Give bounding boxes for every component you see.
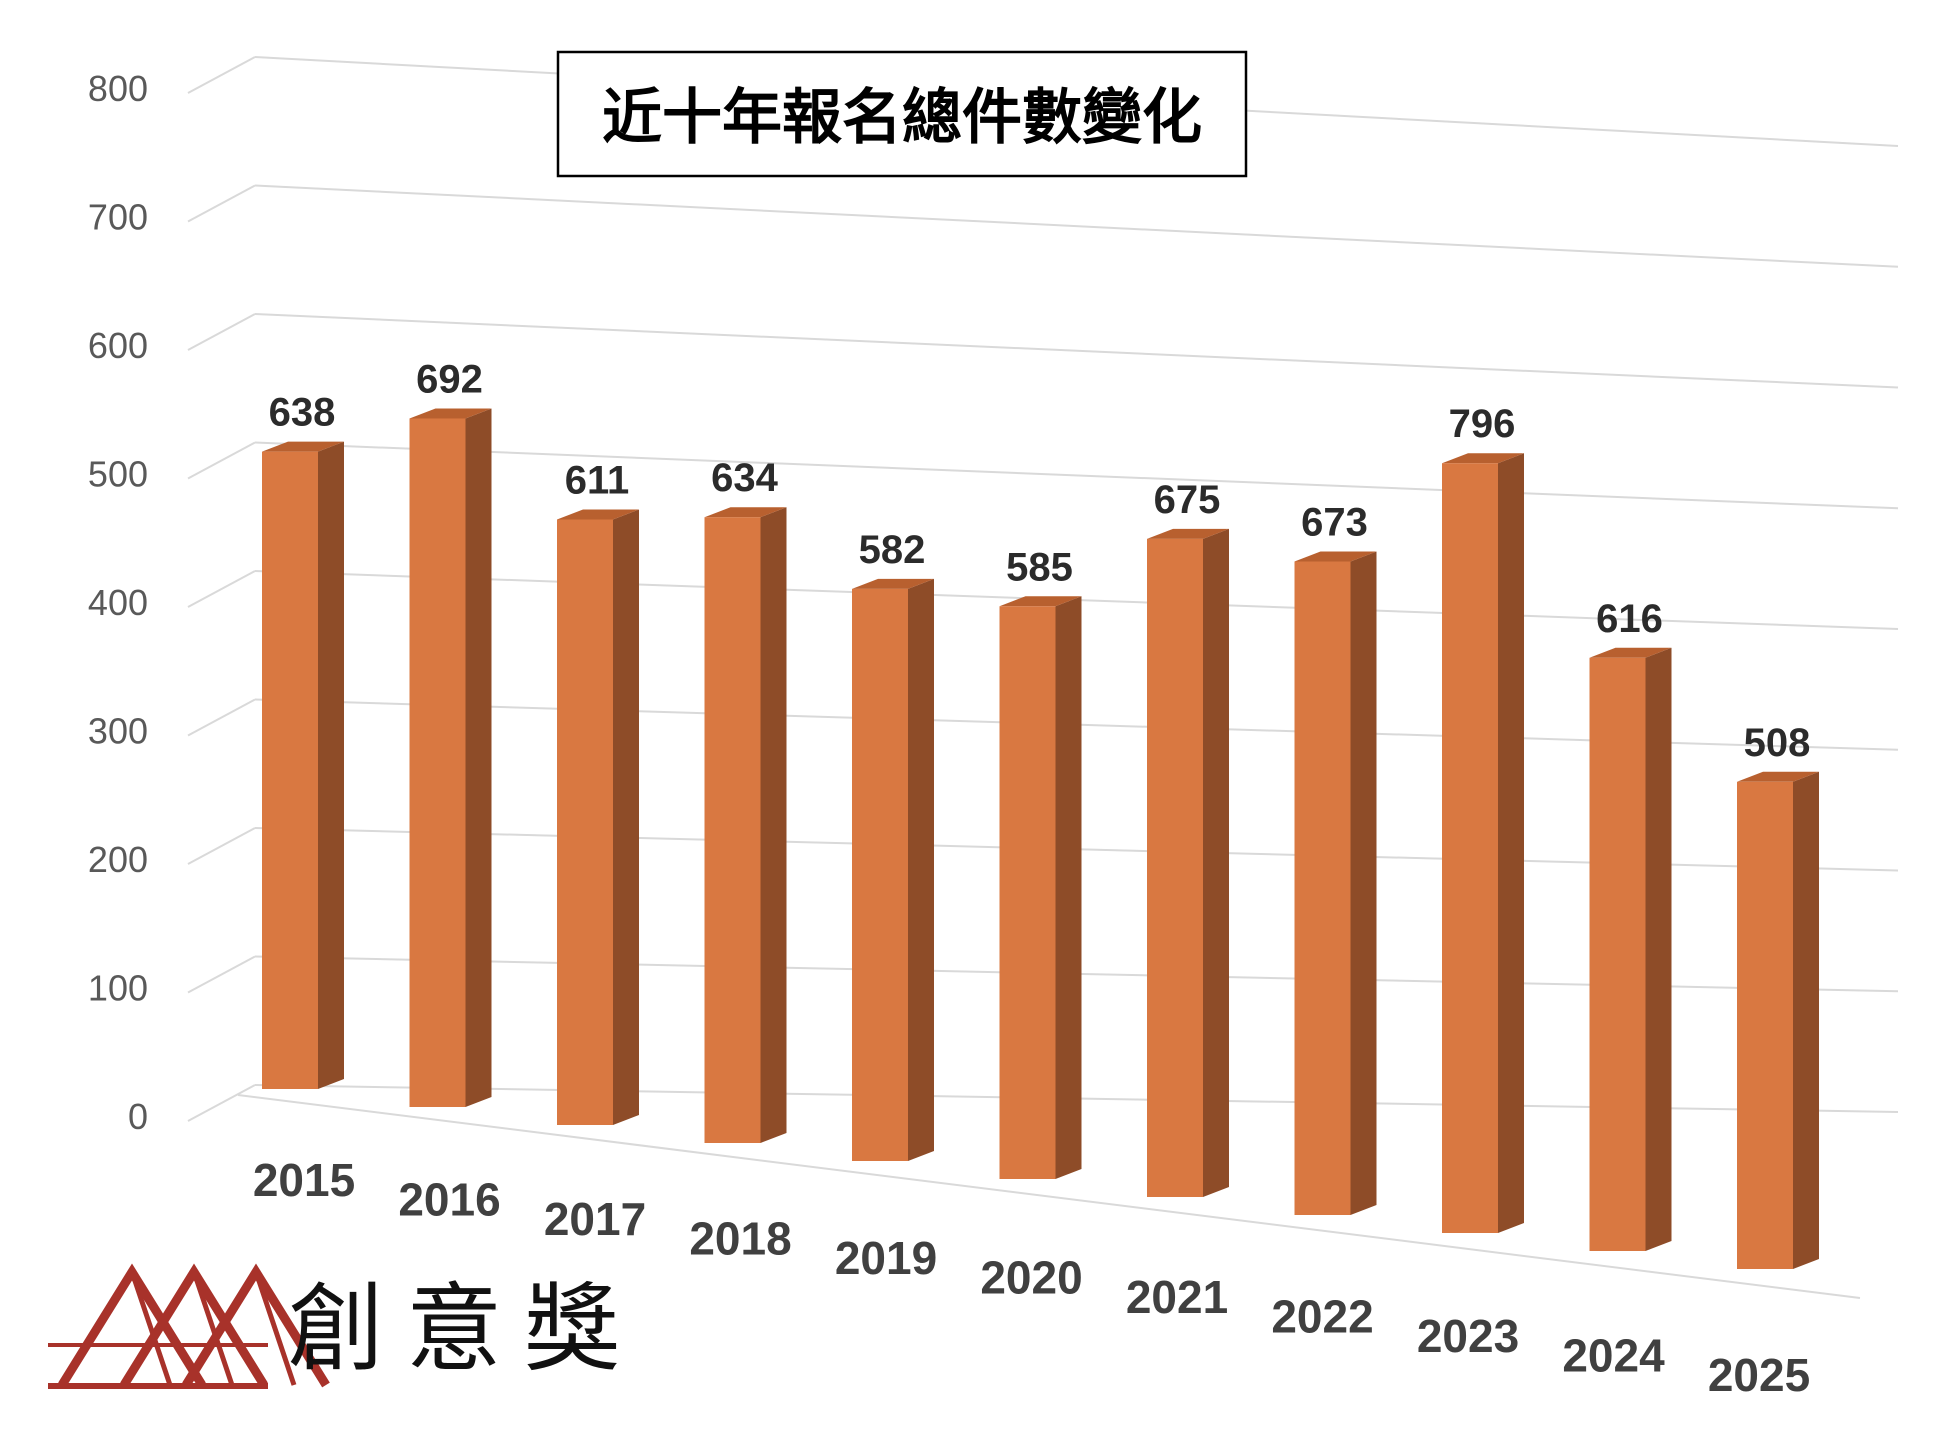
gridline	[254, 184, 1899, 268]
data-label: 508	[1744, 721, 1811, 765]
bar-top	[262, 441, 344, 452]
gridline	[254, 441, 1899, 510]
x-tick-label: 2024	[1562, 1330, 1665, 1382]
y-tick-label: 100	[88, 968, 148, 1009]
bar	[1442, 463, 1498, 1233]
bar	[852, 588, 908, 1161]
x-tick-label: 2019	[835, 1232, 937, 1284]
gridline-depth	[187, 698, 256, 737]
chart-title-box: 近十年報名總件數變化	[556, 50, 1248, 178]
y-tick-label: 400	[88, 582, 148, 623]
bars	[262, 408, 1819, 1269]
x-tick-label: 2015	[253, 1154, 355, 1206]
data-label: 638	[269, 391, 336, 435]
x-tick-label: 2023	[1417, 1310, 1519, 1362]
y-tick-label: 200	[88, 839, 148, 880]
bar-top	[999, 596, 1082, 607]
logo-a-stroke	[191, 1271, 235, 1386]
gridline-depth	[187, 313, 256, 351]
bar	[1589, 657, 1646, 1251]
chart-title: 近十年報名總件數變化	[602, 83, 1202, 153]
data-label: 692	[416, 357, 483, 401]
bar-top	[1737, 771, 1819, 782]
data-label: 675	[1154, 478, 1221, 522]
x-tick-label: 2022	[1271, 1291, 1373, 1343]
x-tick-label: 2016	[398, 1174, 500, 1226]
bar-side	[1350, 551, 1377, 1215]
bar	[409, 418, 466, 1107]
bar	[999, 606, 1056, 1179]
data-label: 582	[859, 528, 926, 572]
data-label: 634	[711, 456, 778, 500]
bar	[1737, 781, 1793, 1269]
bar-side	[318, 441, 344, 1089]
logo-a-stroke	[253, 1271, 297, 1386]
x-tick-label: 2025	[1708, 1349, 1810, 1401]
data-label: 796	[1449, 402, 1516, 446]
x-tick-label: 2021	[1126, 1271, 1228, 1323]
bar	[557, 519, 613, 1125]
data-labels: 638 692 611 634 582 585 675 673 796 616 508	[269, 357, 1811, 764]
bar-top	[1147, 528, 1229, 539]
y-tick-label: 700	[88, 197, 148, 238]
logo-text: 創意獎	[288, 1273, 642, 1385]
bar-top	[557, 509, 639, 520]
gridline-depth	[187, 1084, 256, 1122]
bar	[1294, 561, 1351, 1215]
bar-side	[760, 507, 787, 1144]
y-tick-label: 600	[88, 325, 148, 366]
bar	[704, 517, 761, 1143]
x-tick-label: 2017	[544, 1193, 646, 1245]
bar-top	[1442, 453, 1524, 464]
bar-side	[465, 408, 492, 1107]
data-label: 585	[1006, 545, 1073, 589]
bar-top	[704, 507, 787, 518]
bar-top	[1294, 551, 1377, 562]
bar-top	[1589, 647, 1672, 658]
bar-side	[908, 578, 934, 1161]
gridline	[254, 313, 1899, 389]
y-tick-label: 0	[128, 1096, 148, 1137]
y-tick-label: 800	[88, 68, 148, 109]
gridline-depth	[187, 441, 256, 480]
gridline-depth	[187, 56, 256, 94]
data-label: 616	[1596, 597, 1663, 641]
x-tick-label: 2020	[980, 1252, 1082, 1304]
bar-side	[1645, 647, 1672, 1251]
bar-side	[1498, 453, 1524, 1233]
bar-top	[852, 578, 934, 589]
y-axis-ticks: 0 100 200 300 400 500 600 700 800	[88, 68, 148, 1137]
floor-edge	[237, 1094, 1861, 1299]
y-tick-label: 300	[88, 711, 148, 752]
gridline-depth	[187, 955, 256, 994]
bar	[262, 451, 318, 1089]
data-label: 611	[565, 458, 630, 502]
bar-side	[1203, 528, 1229, 1197]
bar	[1147, 538, 1203, 1197]
data-label: 673	[1301, 500, 1368, 544]
brand-logo: 創意獎	[48, 1263, 642, 1389]
bar-top	[409, 408, 492, 419]
gridline-depth	[187, 827, 256, 865]
bar-side	[1793, 771, 1819, 1269]
x-axis-labels: 2015 2016 2017 2018 2019 2020 2021 2022 2023 2024…	[253, 1154, 1810, 1401]
logo-a-stroke	[129, 1271, 173, 1386]
bar-side	[613, 509, 639, 1125]
x-tick-label: 2018	[689, 1213, 791, 1265]
logo-mark-icon	[48, 1263, 330, 1389]
bar-side	[1055, 596, 1082, 1179]
gridline-depth	[187, 570, 256, 608]
gridline-depth	[187, 184, 256, 223]
y-tick-label: 500	[88, 454, 148, 495]
